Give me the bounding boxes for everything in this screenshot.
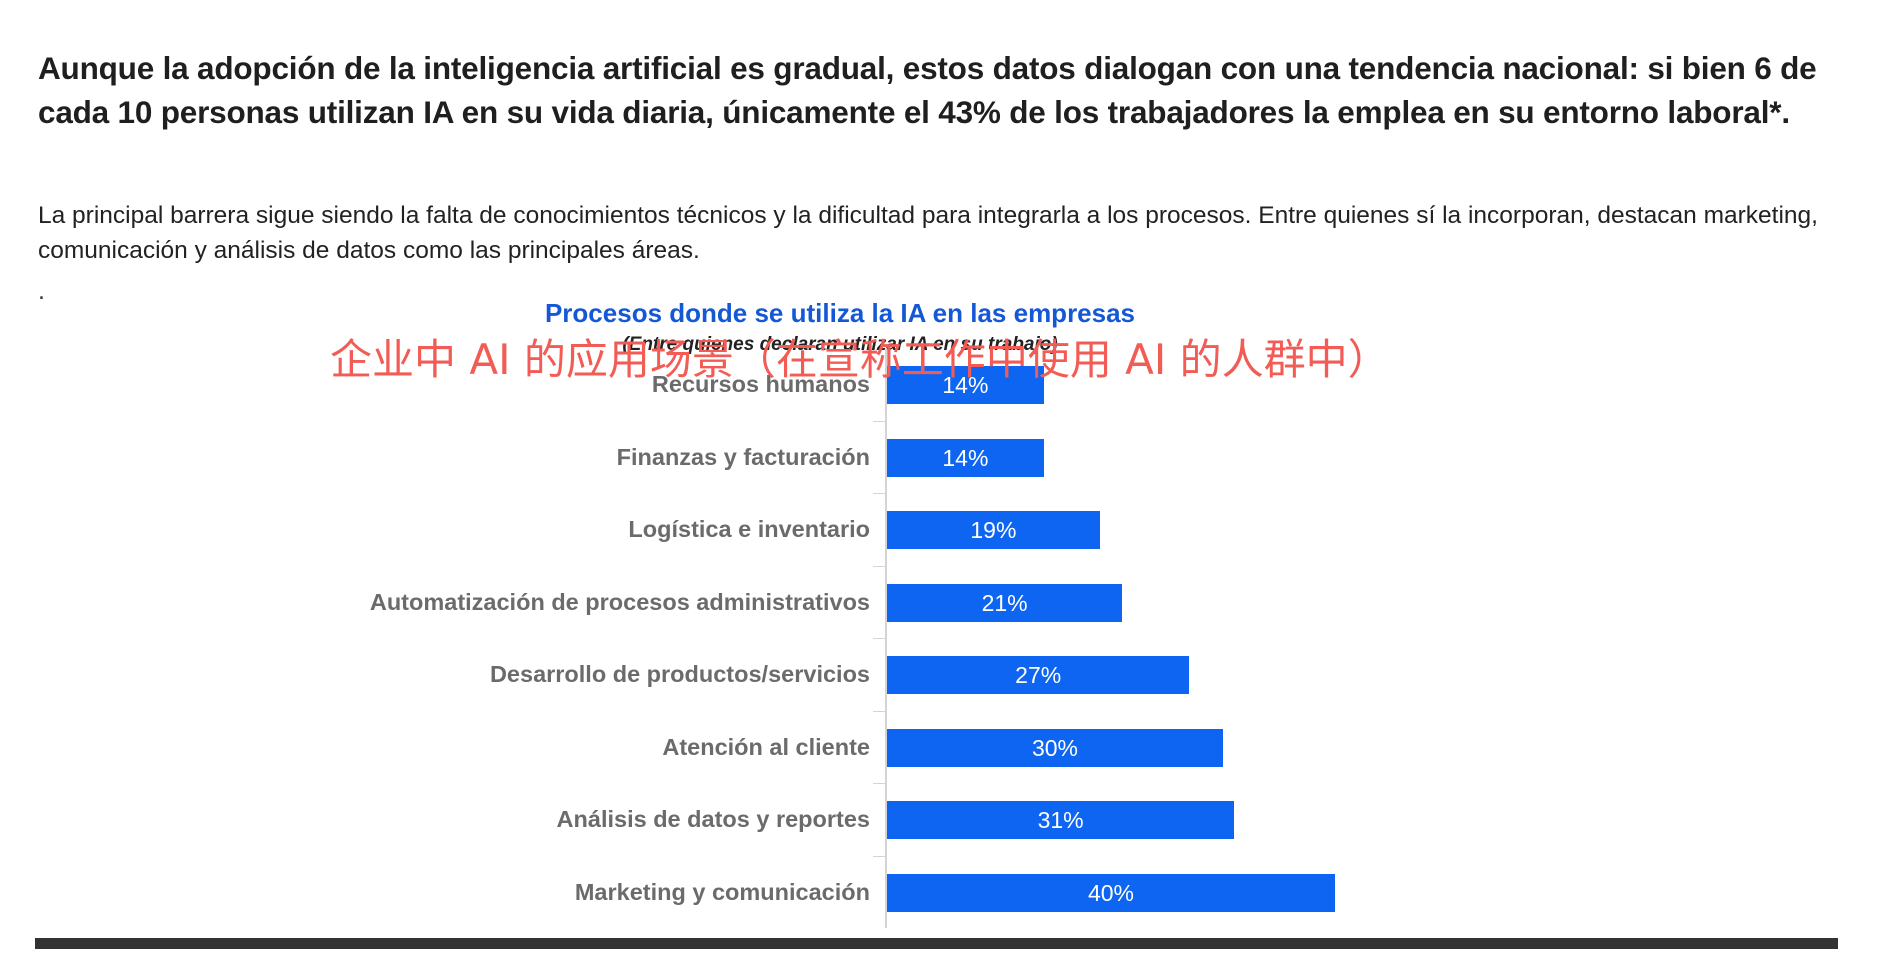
bar-row: Recursos humanos 14% [0, 348, 1880, 421]
bar-row: Desarrollo de productos/servicios 27% [0, 638, 1880, 711]
bar[interactable]: 19% [887, 511, 1100, 549]
axis-tick [873, 420, 885, 422]
footer-rule [35, 938, 1838, 949]
bar-value-label: 31% [1037, 807, 1084, 833]
bar-wrapper: 27% [887, 656, 1190, 694]
bar-rows: Recursos humanos 14% Finanzas y facturació… [0, 348, 1880, 928]
bar-row: Logística e inventario 19% [0, 493, 1880, 566]
bar-value-label: 19% [970, 517, 1017, 543]
bar-wrapper: 21% [887, 583, 1123, 622]
bar-category-label: Recursos humanos [651, 371, 870, 397]
bar[interactable]: 40% [887, 873, 1335, 912]
bar-value-label: 21% [981, 589, 1028, 616]
bar-value-label: 14% [942, 372, 989, 398]
bar[interactable]: 21% [887, 583, 1123, 622]
page-subcopy: La principal barrera sigue siendo la fal… [38, 202, 1818, 264]
bar-wrapper: 19% [887, 511, 1100, 549]
chart-subtitle: (Entre quienes declaran utilizar IA en s… [622, 334, 1058, 355]
chart-plot-area: Recursos humanos 14% Finanzas y facturació… [0, 348, 1880, 928]
bar-row: Marketing y comunicación 40% [0, 856, 1880, 929]
bar[interactable]: 14% [887, 366, 1044, 404]
bar-value-label: 30% [1031, 734, 1079, 761]
axis-tick [873, 855, 885, 857]
bar[interactable]: 27% [887, 656, 1190, 694]
bar-row: Análisis de datos y reportes 31% [0, 783, 1880, 856]
axis-tick [873, 565, 885, 567]
axis-tick [873, 493, 885, 494]
bar-chart: Procesos donde se utiliza la IA en las e… [0, 292, 1880, 932]
bar-category-label: Automatización de procesos administrativ… [369, 588, 870, 615]
bar-row: Automatización de procesos administrativ… [0, 566, 1880, 639]
bar[interactable]: 14% [887, 438, 1044, 477]
bar-wrapper: 31% [887, 801, 1235, 839]
bar-wrapper: 30% [887, 728, 1223, 767]
bar-category-label: Atención al cliente [662, 733, 870, 760]
stray-period: . [38, 277, 45, 305]
bar-wrapper: 40% [887, 873, 1335, 912]
bar-wrapper: 14% [887, 366, 1044, 404]
page-headline: Aunque la adopción de la inteligencia ar… [38, 50, 1817, 130]
bar-value-label: 40% [1087, 879, 1135, 906]
chart-title: Procesos donde se utiliza la IA en las e… [544, 298, 1136, 328]
bar-category-label: Finanzas y facturación [616, 443, 870, 470]
axis-tick [873, 710, 885, 712]
axis-tick [873, 638, 885, 639]
axis-tick [873, 783, 885, 784]
bar[interactable]: 30% [887, 728, 1223, 767]
category-axis-line [885, 348, 887, 928]
bar-category-label: Análisis de datos y reportes [556, 806, 870, 832]
bar-value-label: 14% [942, 444, 989, 471]
bar-category-label: Marketing y comunicación [574, 878, 870, 905]
bar-category-label: Desarrollo de productos/servicios [489, 661, 870, 687]
bar-row: Finanzas y facturación 14% [0, 421, 1880, 494]
bar-row: Atención al cliente 30% [0, 711, 1880, 784]
bar-wrapper: 14% [887, 438, 1044, 477]
bar-value-label: 27% [1015, 662, 1062, 688]
bar-category-label: Logística e inventario [628, 516, 870, 542]
bar[interactable]: 31% [887, 801, 1235, 839]
